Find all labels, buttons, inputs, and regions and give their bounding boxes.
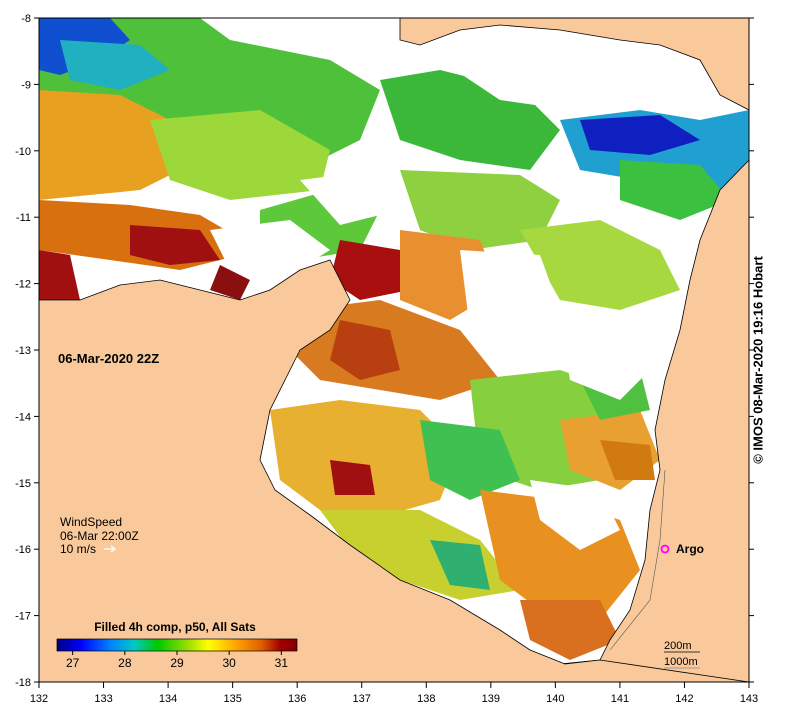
lon-tick-label: 142 xyxy=(675,693,693,705)
colorbar-tick-label: 27 xyxy=(66,656,80,670)
lat-tick-label: -16 xyxy=(15,544,31,556)
lat-tick-label: -17 xyxy=(15,611,31,623)
lat-tick-label: -9 xyxy=(21,79,31,91)
lat-tick-label: -10 xyxy=(15,146,31,158)
colorbar-title: Filled 4h comp, p50, All Sats xyxy=(94,620,256,634)
wind-legend-scale: 10 m/s xyxy=(60,542,96,556)
lat-tick-label: -8 xyxy=(21,13,31,25)
argo-marker[interactable]: Argo xyxy=(660,542,705,556)
lon-tick-label: 143 xyxy=(740,693,758,705)
lon-tick-label: 136 xyxy=(288,693,306,705)
land xyxy=(39,18,749,682)
lon-tick-label: 139 xyxy=(482,693,500,705)
colorbar-tick-label: 31 xyxy=(275,656,289,670)
colorbar-ticks: 27 28 29 30 31 xyxy=(66,651,288,670)
lat-tick-label: -15 xyxy=(15,478,31,490)
lon-tick-label: 141 xyxy=(611,693,629,705)
lat-tick-label: -18 xyxy=(15,677,31,689)
credit-text: © IMOS 08-Mar-2020 19:16 Hobart xyxy=(750,256,766,464)
lat-tick-label: -14 xyxy=(15,411,31,423)
lon-tick-label: 137 xyxy=(353,693,371,705)
colorbar-gradient xyxy=(56,638,298,652)
argo-label: Argo xyxy=(676,542,704,556)
colorbar: Filled 4h comp, p50, All Sats 27 28 29 30 31 xyxy=(56,620,298,670)
depth-contour xyxy=(609,469,666,651)
lat-tick-label: -11 xyxy=(16,212,31,224)
lon-tick-label: 135 xyxy=(223,693,241,705)
depth-legend: 200m 1000m xyxy=(664,640,700,669)
lon-tick-label: 140 xyxy=(546,693,564,705)
lat-tick-label: -12 xyxy=(15,279,31,291)
wind-legend-title: WindSpeed xyxy=(60,515,122,529)
lon-tick-label: 132 xyxy=(30,693,48,705)
cloud-gaps xyxy=(210,30,660,550)
colorbar-tick-label: 30 xyxy=(222,656,236,670)
wind-legend-time: 06-Mar 22:00Z xyxy=(60,529,139,543)
wind-legend: WindSpeed 06-Mar 22:00Z 10 m/s xyxy=(60,515,139,556)
argo-icon xyxy=(660,544,670,554)
lon-tick-label: 134 xyxy=(159,693,177,705)
depth-1000-label: 1000m xyxy=(664,656,698,668)
latitude-axis: -8 -9 -10 -11 -12 -13 -14 -15 -16 -17 -18 xyxy=(15,13,754,689)
lon-tick-label: 133 xyxy=(94,693,112,705)
wind-arrow-icon xyxy=(104,545,117,553)
lon-tick-label: 138 xyxy=(417,693,435,705)
depth-200-label: 200m xyxy=(664,640,692,652)
colorbar-tick-label: 29 xyxy=(170,656,184,670)
lat-tick-label: -13 xyxy=(15,345,31,357)
colorbar-tick-label: 28 xyxy=(118,656,132,670)
map-timestamp: 06-Mar-2020 22Z xyxy=(58,351,159,366)
longitude-axis: 132 133 134 135 136 137 138 139 140 141 142 143 xyxy=(30,682,758,705)
